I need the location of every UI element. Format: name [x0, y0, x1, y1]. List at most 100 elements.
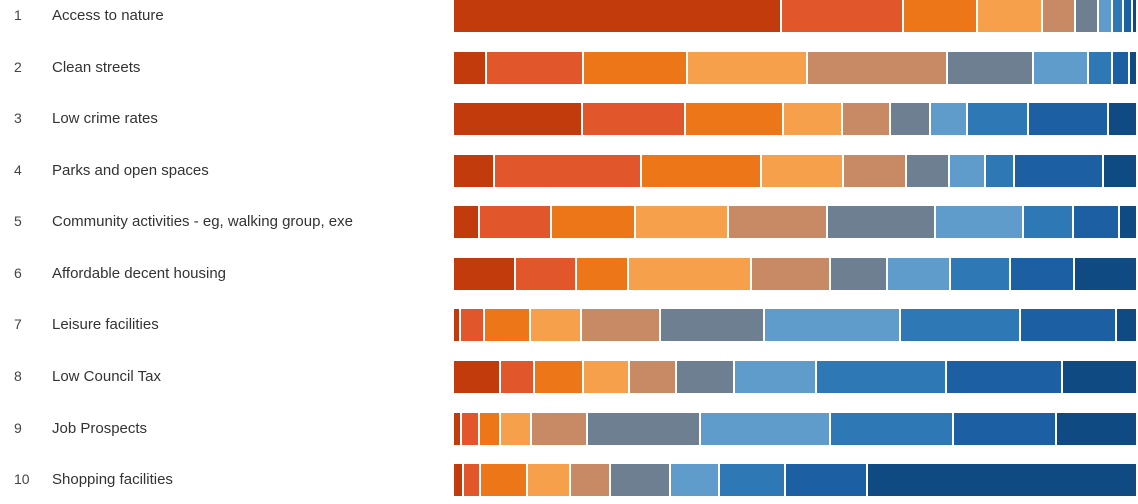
bar-segment[interactable]: [968, 103, 1030, 135]
bar-segment[interactable]: [947, 361, 1064, 393]
bar-segment[interactable]: [936, 206, 1024, 238]
bar-segment[interactable]: [700, 413, 831, 445]
bar-segment[interactable]: [531, 413, 589, 445]
bar-segment[interactable]: [1112, 0, 1125, 32]
bar-segment[interactable]: [460, 309, 485, 341]
bar-segment[interactable]: [728, 206, 829, 238]
bar-segment[interactable]: [1075, 258, 1138, 290]
bar-segment[interactable]: [660, 309, 765, 341]
bar-segment[interactable]: [1130, 52, 1138, 84]
bar-segment[interactable]: [986, 155, 1015, 187]
bar-segment[interactable]: [583, 103, 686, 135]
bar-segment[interactable]: [635, 206, 729, 238]
bar-segment[interactable]: [495, 155, 643, 187]
bar-segment[interactable]: [951, 258, 1011, 290]
bar-segment[interactable]: [581, 309, 661, 341]
bar-segment[interactable]: [1073, 206, 1120, 238]
bar-segment[interactable]: [676, 361, 736, 393]
bar-segment[interactable]: [1034, 52, 1089, 84]
bar-segment[interactable]: [1113, 52, 1131, 84]
bar-segment[interactable]: [515, 258, 578, 290]
bar-segment[interactable]: [947, 52, 1035, 84]
bar-segment[interactable]: [817, 361, 948, 393]
bar-segment[interactable]: [454, 413, 463, 445]
bar-segment[interactable]: [1099, 0, 1113, 32]
bar-segment[interactable]: [1132, 0, 1138, 32]
bar-segment[interactable]: [454, 52, 487, 84]
bar-segment[interactable]: [977, 0, 1043, 32]
bar-segment[interactable]: [486, 52, 584, 84]
bar-segment[interactable]: [500, 413, 532, 445]
bar-segment[interactable]: [527, 464, 571, 496]
bar-segment[interactable]: [807, 52, 948, 84]
bar-segment[interactable]: [479, 206, 552, 238]
bar-segment[interactable]: [534, 361, 584, 393]
bar-segment[interactable]: [828, 206, 937, 238]
bar-segment[interactable]: [530, 309, 582, 341]
bar-segment[interactable]: [481, 464, 528, 496]
bar-segment[interactable]: [454, 309, 461, 341]
bar-segment[interactable]: [1116, 309, 1138, 341]
bar-segment[interactable]: [1075, 0, 1099, 32]
bar-segment[interactable]: [687, 52, 808, 84]
bar-segment[interactable]: [954, 413, 1057, 445]
bar-segment[interactable]: [887, 258, 952, 290]
bar-segment[interactable]: [1109, 103, 1138, 135]
bar-segment[interactable]: [685, 103, 784, 135]
bar-segment[interactable]: [642, 155, 762, 187]
bar-segment[interactable]: [1014, 155, 1104, 187]
bar-segment[interactable]: [1021, 309, 1117, 341]
bar-segment[interactable]: [479, 413, 501, 445]
bar-segment[interactable]: [500, 361, 535, 393]
bar-segment[interactable]: [629, 258, 753, 290]
bar-segment[interactable]: [867, 464, 1138, 496]
bar-segment[interactable]: [454, 103, 584, 135]
bar-segment[interactable]: [670, 464, 721, 496]
bar-segment[interactable]: [949, 155, 987, 187]
bar-segment[interactable]: [1063, 361, 1138, 393]
bar-segment[interactable]: [462, 413, 480, 445]
bar-segment[interactable]: [783, 103, 844, 135]
bar-segment[interactable]: [629, 361, 677, 393]
bar-segment[interactable]: [454, 258, 516, 290]
bar-segment[interactable]: [720, 464, 787, 496]
bar-segment[interactable]: [1124, 0, 1133, 32]
bar-segment[interactable]: [764, 309, 902, 341]
bar-segment[interactable]: [577, 258, 630, 290]
bar-segment[interactable]: [1056, 413, 1138, 445]
bar-segment[interactable]: [752, 258, 831, 290]
bar-segment[interactable]: [901, 309, 1022, 341]
bar-segment[interactable]: [843, 103, 892, 135]
bar-segment[interactable]: [891, 103, 932, 135]
bar-segment[interactable]: [454, 361, 501, 393]
bar-segment[interactable]: [830, 258, 888, 290]
bar-segment[interactable]: [1119, 206, 1138, 238]
bar-segment[interactable]: [583, 52, 688, 84]
bar-segment[interactable]: [583, 361, 630, 393]
bar-segment[interactable]: [1103, 155, 1138, 187]
bar-segment[interactable]: [551, 206, 636, 238]
bar-segment[interactable]: [931, 103, 969, 135]
bar-segment[interactable]: [1042, 0, 1076, 32]
bar-segment[interactable]: [735, 361, 818, 393]
bar-segment[interactable]: [454, 155, 496, 187]
bar-segment[interactable]: [1023, 206, 1074, 238]
bar-segment[interactable]: [464, 464, 482, 496]
bar-segment[interactable]: [904, 0, 978, 32]
bar-segment[interactable]: [610, 464, 671, 496]
bar-segment[interactable]: [454, 464, 465, 496]
bar-segment[interactable]: [454, 206, 480, 238]
bar-segment[interactable]: [570, 464, 611, 496]
bar-segment[interactable]: [830, 413, 954, 445]
bar-segment[interactable]: [786, 464, 868, 496]
bar-segment[interactable]: [454, 0, 783, 32]
bar-segment[interactable]: [843, 155, 907, 187]
bar-segment[interactable]: [782, 0, 905, 32]
bar-segment[interactable]: [906, 155, 950, 187]
bar-segment[interactable]: [1088, 52, 1114, 84]
bar-segment[interactable]: [1010, 258, 1076, 290]
bar-segment[interactable]: [484, 309, 531, 341]
bar-segment[interactable]: [1029, 103, 1110, 135]
bar-segment[interactable]: [761, 155, 844, 187]
bar-segment[interactable]: [588, 413, 701, 445]
